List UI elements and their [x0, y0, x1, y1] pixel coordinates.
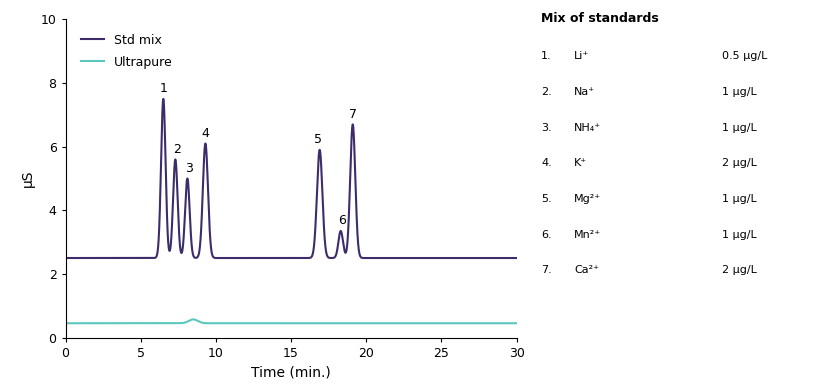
Text: Mn²⁺: Mn²⁺ [573, 230, 600, 240]
Text: 5.: 5. [541, 194, 551, 204]
Text: NH₄⁺: NH₄⁺ [573, 123, 600, 133]
Text: Ca²⁺: Ca²⁺ [573, 265, 598, 275]
Text: 1: 1 [159, 82, 167, 95]
Text: 2 μg/L: 2 μg/L [721, 265, 756, 275]
Text: Na⁺: Na⁺ [573, 87, 595, 97]
Legend: Std mix, Ultrapure: Std mix, Ultrapure [76, 29, 178, 74]
Text: 4: 4 [201, 126, 209, 140]
Text: K⁺: K⁺ [573, 158, 586, 168]
Text: 3.: 3. [541, 123, 551, 133]
Text: 1 μg/L: 1 μg/L [721, 123, 755, 133]
Text: Mix of standards: Mix of standards [541, 12, 658, 25]
Text: 7.: 7. [541, 265, 551, 275]
Text: 6.: 6. [541, 230, 551, 240]
Text: 2.: 2. [541, 87, 551, 97]
Text: 2 μg/L: 2 μg/L [721, 158, 756, 168]
Text: 7: 7 [348, 107, 356, 121]
Text: Mg²⁺: Mg²⁺ [573, 194, 600, 204]
Text: Li⁺: Li⁺ [573, 51, 589, 61]
Text: 1 μg/L: 1 μg/L [721, 230, 755, 240]
Text: 2: 2 [173, 142, 181, 156]
Text: 1 μg/L: 1 μg/L [721, 194, 755, 204]
Text: 4.: 4. [541, 158, 551, 168]
Text: 1.: 1. [541, 51, 551, 61]
Text: 5: 5 [314, 133, 322, 146]
Y-axis label: μS: μS [21, 170, 35, 187]
X-axis label: Time (min.): Time (min.) [251, 365, 331, 379]
Text: 3: 3 [185, 162, 193, 175]
Text: 6: 6 [338, 214, 346, 227]
Text: 0.5 μg/L: 0.5 μg/L [721, 51, 766, 61]
Text: 1 μg/L: 1 μg/L [721, 87, 755, 97]
